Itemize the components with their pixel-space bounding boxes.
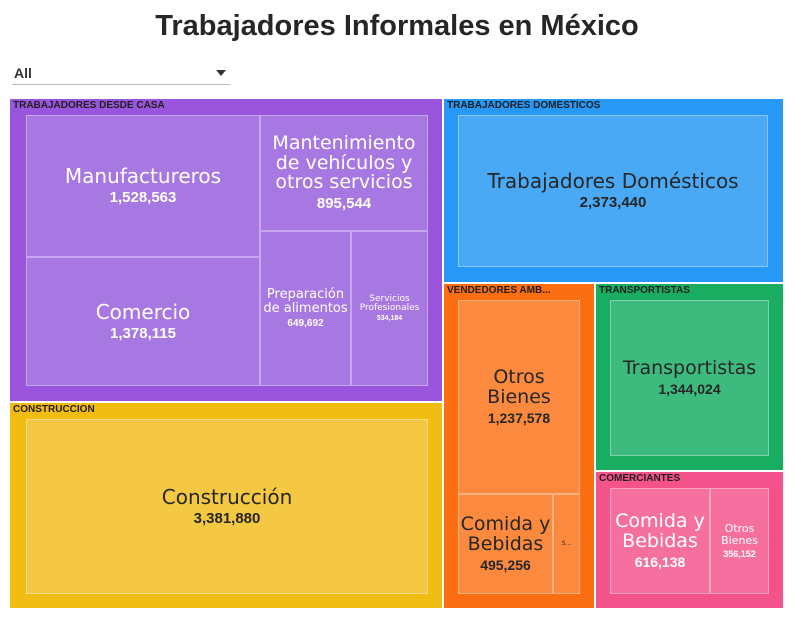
treemap-tile-comida-y-bebidas[interactable]: Comida y Bebidas 495,256 [458, 494, 553, 594]
treemap-tile-trabajadores-domesticos[interactable]: Trabajadores Domésticos 2,373,440 [458, 115, 768, 267]
chart-title: Trabajadores Informales en México [155, 10, 639, 42]
treemap-tile-otros-bienes[interactable]: Otros Bienes 356,152 [710, 488, 769, 594]
treemap-tile-label: Comida y Bebidas [460, 513, 551, 555]
treemap-group-label: TRANSPORTISTAS [599, 285, 690, 296]
treemap-tile-value: 1,344,024 [658, 380, 721, 397]
treemap-tile-mantenimiento-de-vehiculos-y-otros-servicios[interactable]: Mantenimiento de vehículos y otros servi… [260, 115, 428, 231]
treemap-tile-label: Comercio [95, 299, 191, 324]
treemap-tile-preparacion-de-alimentos[interactable]: Preparación de alimentos 649,692 [260, 231, 351, 386]
treemap-tile-label: Transportistas [622, 357, 757, 380]
treemap-tile-value: 1,237,578 [487, 409, 551, 426]
treemap-tile-manufactureros[interactable]: Manufactureros 1,528,563 [26, 115, 260, 257]
chevron-down-icon [216, 70, 226, 76]
treemap-tile-value: 356,152 [723, 548, 756, 559]
treemap-tile-label: Trabajadores Domésticos [487, 169, 739, 193]
category-filter-dropdown[interactable]: All [12, 62, 230, 85]
treemap-tile-label: Manufactureros [64, 164, 222, 188]
treemap-group-label: TRABAJADORES DOMÉSTICOS [447, 100, 601, 111]
treemap-tile-value: 2,373,440 [579, 194, 647, 211]
treemap-tile-otros-bienes[interactable]: Otros Bienes 1,237,578 [458, 300, 580, 494]
treemap-tile-comida-y-bebidas[interactable]: Comida y Bebidas 616,138 [610, 488, 710, 594]
treemap-tile-value: 1,378,115 [110, 324, 176, 342]
treemap-tile-comercio[interactable]: Comercio 1,378,115 [26, 257, 260, 386]
treemap-tile-label: Otros Bienes [487, 366, 551, 408]
treemap-tile-value: 1,528,563 [109, 189, 177, 206]
treemap-group-label: CONSTRUCCIÓN [13, 404, 95, 415]
treemap-tile-label: Otros Bienes [721, 522, 758, 547]
treemap-tile-label: S... [561, 539, 572, 547]
treemap-tile-construccion[interactable]: Construcción 3,381,880 [26, 419, 428, 594]
treemap-tile-servicios-profesionales[interactable]: Servicios Profesionales 534,184 [351, 231, 428, 386]
treemap-tile-label: Mantenimiento de vehículos y otros servi… [272, 131, 416, 194]
treemap-tile-label: Comida y Bebidas [615, 510, 705, 552]
treemap-tile-value: 895,544 [316, 195, 372, 213]
treemap-tile-value: 3,381,880 [193, 509, 261, 527]
treemap-tile-value: 616,138 [634, 553, 686, 570]
treemap-tile-label: Servicios Profesionales [359, 293, 420, 313]
treemap-group-label: COMERCIANTES [599, 473, 681, 484]
filter-selected-value: All [14, 65, 32, 81]
treemap-tile-label: Preparación de alimentos [263, 287, 348, 316]
treemap-tile-label: Construcción [161, 484, 293, 509]
treemap-tile-value: 534,184 [376, 315, 403, 323]
treemap-tile-transportistas[interactable]: Transportistas 1,344,024 [610, 300, 769, 456]
treemap-tile-s[interactable]: S... [553, 494, 580, 594]
treemap-tile-value: 495,256 [480, 556, 531, 573]
treemap-group-label: VENDEDORES AMB... [447, 285, 551, 296]
treemap-tile-value: 649,692 [287, 317, 324, 329]
treemap-group-label: TRABAJADORES DESDE CASA [13, 100, 165, 111]
